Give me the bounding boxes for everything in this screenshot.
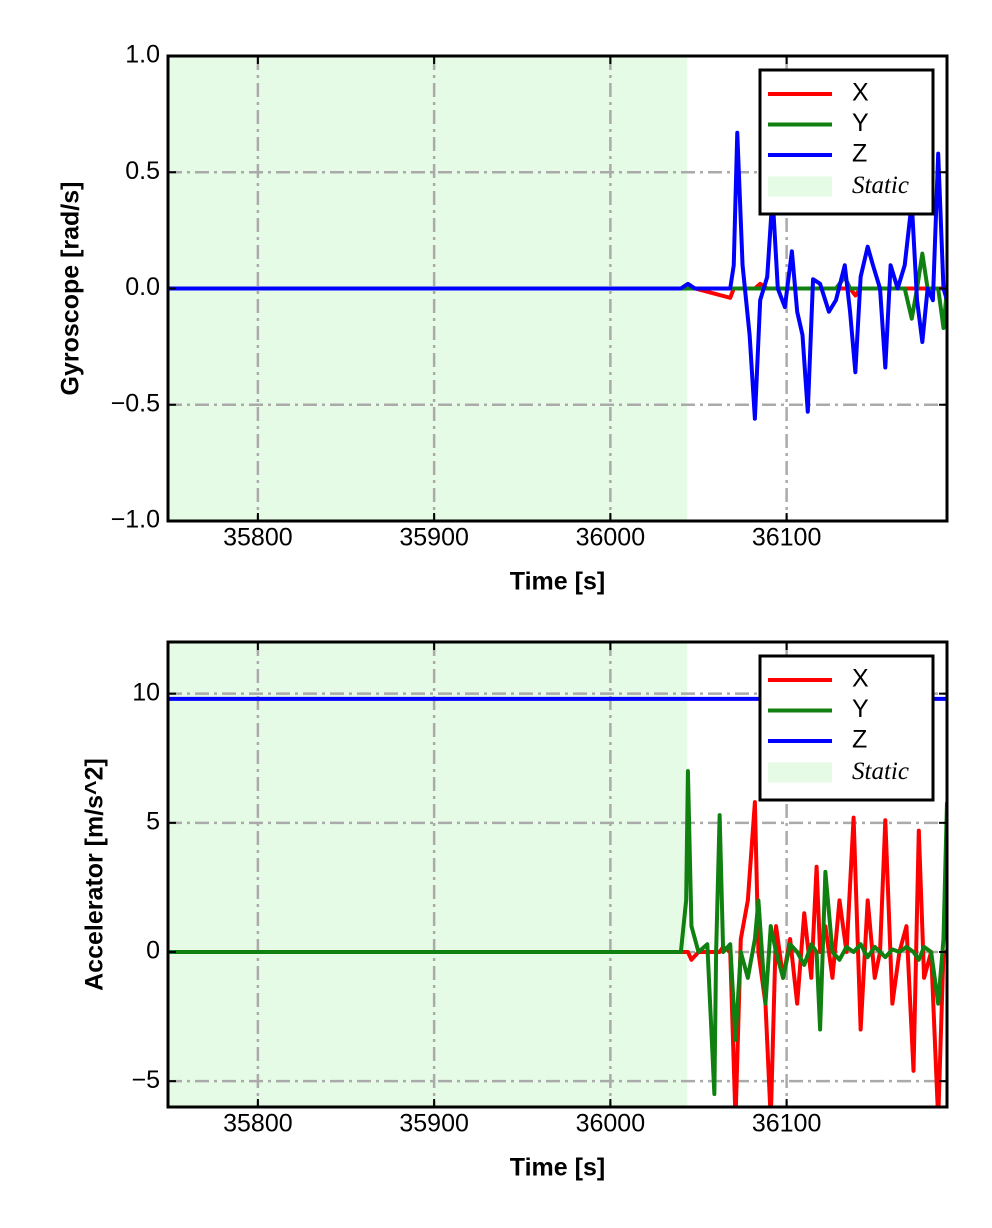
axes-frame [166,54,949,523]
y-axis-label: Accelerator [m/s^2] [81,758,109,991]
y-axis-label: Gyroscope [rad/s] [57,182,85,396]
legend-label: Static [852,172,909,199]
plot-area [168,642,947,1107]
data-line [168,130,947,421]
y-tick-label: 10 [132,678,160,706]
x-tick-label: 35800 [223,1110,293,1138]
data-line [168,251,947,331]
x-tick-label: 35900 [399,1110,469,1138]
y-tick-label: 5 [146,807,160,835]
x-tick-label: 36000 [576,1110,646,1138]
plot-area [168,56,947,521]
x-tick-label: 36100 [752,524,822,552]
legend: XYZ Static [758,68,935,216]
legend-label: Z [852,726,867,754]
y-tick-label: −1.0 [111,506,160,534]
legend-label: Y [852,695,869,723]
x-axis-label: Time [s] [510,568,605,596]
y-tick-label: −0.5 [111,389,160,417]
legend-label: X [852,79,869,107]
x-tick-label: 36100 [752,1110,822,1138]
legend-label: X [852,665,869,693]
axes-frame [166,640,949,1109]
legend-patch [768,762,832,783]
x-axis-label: Time [s] [510,1154,605,1182]
y-tick-label: 0.5 [125,157,160,185]
y-tick-label: 0.0 [125,273,160,301]
x-tick-label: 35800 [223,524,293,552]
legend-label: Z [852,140,867,168]
y-tick-label: 0 [146,937,160,965]
static-span [168,642,688,1107]
legend-label: Y [852,109,869,137]
x-tick-label: 35900 [399,524,469,552]
legend-patch [768,176,832,197]
x-tick-label: 36000 [576,524,646,552]
y-tick-label: 1.0 [125,41,160,69]
y-tick-label: −5 [131,1066,160,1094]
legend-label: Static [852,758,909,785]
data-line [168,769,947,1097]
legend: XYZ Static [758,654,935,802]
